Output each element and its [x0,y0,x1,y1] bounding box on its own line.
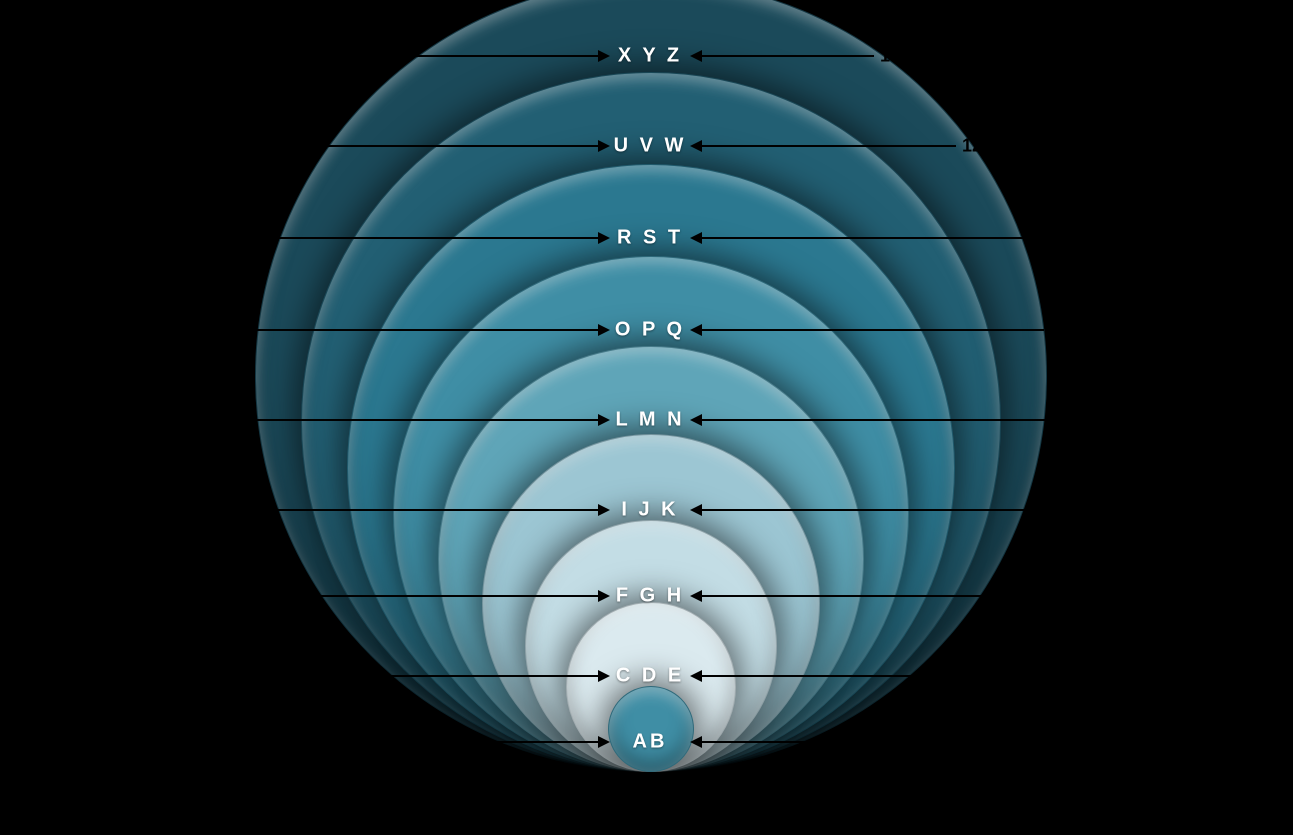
arrow-left-y7 [308,145,598,147]
arrow-right-y4 [702,419,1054,421]
year-label-y1: Year 1 [217,666,270,687]
ring-code-y7: U V W [614,135,687,158]
age-label-y5: 10-11 yo [1050,320,1121,341]
arrow-left-y5 [236,329,598,331]
year-label-y6: Year 6 [187,228,240,249]
arrowhead-left-y7 [598,140,610,152]
arrow-left-y4 [206,419,598,421]
arrow-right-y8 [702,55,874,57]
arrowhead-left-y2 [598,590,610,602]
arrow-left-y3 [232,509,598,511]
year-label-y5: Year 5 [177,320,230,341]
age-label-y1: 6 -7 yo [990,666,1047,687]
arrow-right-y6 [702,237,1026,239]
arrowhead-right-y6 [690,232,702,244]
arrowhead-right-fnd [690,736,702,748]
ring-code-y4: L M N [615,409,684,432]
arrow-left-y6 [246,237,598,239]
ring-code-y3: I J K [621,499,678,522]
age-label-fnd: 5-6 yo [870,732,922,753]
arrow-right-y1 [702,675,984,677]
arrowhead-left-y6 [598,232,610,244]
age-label-y6: 11-12 yo [1032,228,1103,249]
arrow-left-y1 [276,675,598,677]
ring-code-y2: F G H [616,585,684,608]
arrowhead-right-y7 [690,140,702,152]
arrowhead-right-y8 [690,50,702,62]
age-label-y4: 9-10 yo [1060,410,1122,431]
arrow-right-y3 [702,509,1044,511]
arrow-left-y2 [246,595,598,597]
arrowhead-left-fnd [598,736,610,748]
year-label-y3: Year 3 [173,500,226,521]
ring-code-fnd: AB [633,731,668,754]
age-label-y3: 8-9 yo [1050,500,1102,521]
arrow-right-y7 [702,145,956,147]
age-label-y8: 13 – 14 yo [880,46,966,67]
arrowhead-right-y2 [690,590,702,602]
arrowhead-right-y4 [690,414,702,426]
ring-code-y6: R S T [617,227,683,250]
arrowhead-left-y1 [598,670,610,682]
arrow-left-fnd [336,741,598,743]
year-label-y8: Year 8 [327,46,380,67]
year-label-y4: Year 4 [147,410,200,431]
arrowhead-right-y3 [690,504,702,516]
arrow-left-y8 [386,55,598,57]
ring-code-y1: C D E [616,665,684,688]
age-label-y7: 12 – 13 yo [962,136,1048,157]
arrowhead-left-y5 [598,324,610,336]
ring-code-y5: O P Q [615,319,685,342]
arrow-right-y2 [702,595,1014,597]
year-label-y7: Year 7 [249,136,302,157]
arrowhead-left-y3 [598,504,610,516]
arrowhead-right-y1 [690,670,702,682]
ring-fnd [608,686,694,772]
year-label-fnd: Foundation [232,732,330,753]
arrow-right-fnd [702,741,864,743]
arrowhead-right-y5 [690,324,702,336]
arrowhead-left-y4 [598,414,610,426]
year-label-y2: Year 2 [187,586,240,607]
age-label-y2: 7-8 yo [1020,586,1072,607]
diagram-stage: X Y Z Year 8 13 – 14 yo U V W Year 7 12 – 13 … [0,0,1293,835]
arrowhead-left-y8 [598,50,610,62]
ring-code-y8: X Y Z [618,45,682,68]
arrow-right-y5 [702,329,1044,331]
